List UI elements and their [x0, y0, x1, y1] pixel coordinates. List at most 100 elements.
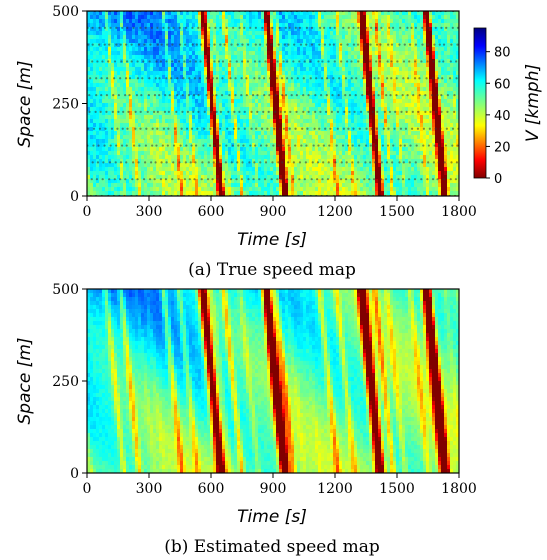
heatmap-cell	[132, 163, 136, 168]
heatmap-cell	[192, 59, 196, 64]
heatmap-cell	[366, 135, 370, 140]
heatmap-cell	[342, 119, 346, 124]
heatmap-cell	[273, 187, 277, 192]
heatmap-cell	[351, 59, 355, 64]
heatmap-cell	[129, 39, 133, 44]
heatmap-cell	[387, 27, 391, 32]
heatmap-cell	[330, 95, 334, 100]
heatmap-cell	[120, 115, 124, 120]
heatmap-cell	[207, 31, 211, 36]
heatmap-cell	[126, 187, 130, 192]
heatmap-cell	[96, 23, 100, 28]
heatmap-cell	[303, 159, 307, 164]
heatmap-cell	[375, 47, 379, 52]
heatmap-cell	[402, 171, 406, 176]
heatmap-cell	[366, 87, 370, 92]
heatmap-cell	[264, 155, 268, 160]
heatmap-cell	[90, 91, 94, 96]
heatmap-cell	[333, 155, 337, 160]
heatmap-cell	[111, 95, 115, 100]
heatmap-cell	[240, 67, 244, 72]
heatmap-cell	[159, 139, 163, 144]
heatmap-cell	[276, 87, 280, 92]
heatmap-cell	[252, 87, 256, 92]
heatmap-cell	[360, 127, 364, 132]
heatmap-cell	[372, 59, 376, 64]
heatmap-cell	[294, 39, 298, 44]
heatmap-cell	[189, 123, 193, 128]
heatmap-cell	[255, 167, 259, 172]
heatmap-cell	[129, 35, 133, 40]
heatmap-cell	[318, 91, 322, 96]
heatmap-cell	[282, 179, 286, 184]
heatmap-cell	[120, 159, 124, 164]
heatmap-cell	[297, 79, 301, 84]
heatmap-cell	[171, 139, 175, 144]
heatmap-cell	[264, 183, 268, 188]
heatmap-cell	[276, 135, 280, 140]
heatmap-cell	[231, 83, 235, 88]
heatmap-cell	[264, 47, 268, 52]
heatmap-cell	[129, 143, 133, 148]
heatmap-cell	[189, 55, 193, 60]
heatmap-cell	[231, 179, 235, 184]
heatmap-cell	[231, 23, 235, 28]
heatmap-cell	[129, 115, 133, 120]
heatmap-cell	[390, 83, 394, 88]
heatmap-cell	[306, 163, 310, 168]
heatmap-cell	[174, 87, 178, 92]
heatmap-cell	[270, 15, 274, 20]
heatmap-cell	[138, 99, 142, 104]
heatmap-cell	[339, 119, 343, 124]
heatmap-cell	[258, 95, 262, 100]
heatmap-cell	[243, 67, 247, 72]
heatmap-cell	[324, 171, 328, 176]
heatmap-cell	[114, 191, 118, 196]
heatmap-cell	[387, 139, 391, 144]
heatmap-cell	[111, 151, 115, 156]
heatmap-cell	[108, 187, 112, 192]
heatmap-cell	[336, 83, 340, 88]
heatmap-cell	[243, 187, 247, 192]
heatmap-cell	[318, 15, 322, 20]
heatmap-cell	[255, 103, 259, 108]
heatmap-cell	[294, 191, 298, 196]
heatmap-cell	[393, 139, 397, 144]
heatmap-cell	[312, 71, 316, 76]
heatmap-cell	[273, 151, 277, 156]
heatmap-cell	[108, 31, 112, 36]
heatmap-cell	[141, 27, 145, 32]
heatmap-cell	[384, 103, 388, 108]
heatmap-cell	[258, 67, 262, 72]
heatmap-cell	[213, 107, 217, 112]
heatmap-cell	[174, 179, 178, 184]
heatmap-cell	[252, 75, 256, 80]
heatmap-cell	[96, 127, 100, 132]
heatmap-cell	[384, 111, 388, 116]
heatmap-cell	[246, 71, 250, 76]
heatmap-cell	[297, 115, 301, 120]
heatmap-cell	[108, 63, 112, 68]
heatmap-cell	[228, 107, 232, 112]
heatmap-cell	[195, 35, 199, 40]
heatmap-cell	[153, 59, 157, 64]
heatmap-cell	[348, 79, 352, 84]
heatmap-cell	[360, 123, 364, 128]
heatmap-cell	[207, 131, 211, 136]
heatmap-cell	[189, 139, 193, 144]
heatmap-cell	[240, 75, 244, 80]
heatmap-cell	[105, 103, 109, 108]
heatmap-cell	[153, 87, 157, 92]
heatmap-cell	[156, 167, 160, 172]
heatmap-cell	[204, 83, 208, 88]
heatmap-cell	[105, 47, 109, 52]
heatmap-cell	[390, 127, 394, 132]
heatmap-cell	[141, 95, 145, 100]
heatmap-cell	[372, 111, 376, 116]
heatmap-cell	[234, 175, 238, 180]
heatmap-cell	[141, 179, 145, 184]
heatmap-cell	[342, 99, 346, 104]
heatmap-cell	[207, 191, 211, 196]
heatmap-cell	[261, 123, 265, 128]
heatmap-cell	[102, 91, 106, 96]
